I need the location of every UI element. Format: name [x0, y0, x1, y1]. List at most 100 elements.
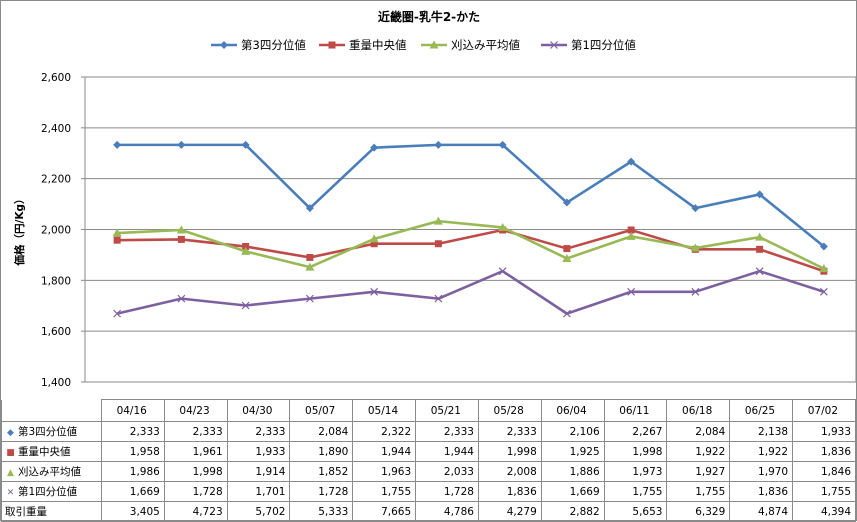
data-label: 1,852: [289, 461, 354, 482]
y-tick-label: 2,600: [41, 72, 71, 84]
data-point: [176, 225, 186, 234]
data-label: 5,702: [226, 501, 291, 522]
data-point: [370, 287, 379, 296]
data-point: [755, 232, 765, 241]
series-line: [116, 269, 825, 315]
data-point: [177, 294, 186, 303]
legend-key-icon: ■: [6, 448, 15, 458]
x-tick-label: 05/28: [477, 399, 542, 422]
data-label: 2,084: [666, 421, 731, 442]
data-point: [113, 236, 121, 244]
data-label: 1,933: [226, 441, 291, 462]
data-point: [627, 157, 636, 166]
data-point: [756, 245, 764, 253]
data-label: 1,886: [540, 461, 605, 482]
data-point: [627, 287, 636, 296]
data-label: 2,033: [415, 461, 479, 482]
row-name: 刈込み平均値: [18, 466, 81, 478]
data-label: 1,755: [666, 481, 731, 502]
legend-label: 刈込み平均値: [451, 38, 520, 52]
data-label: 3,405: [101, 501, 165, 522]
data-label: 1,925: [540, 441, 605, 462]
x-tick-label: 06/18: [666, 399, 731, 422]
legend-item: 刈込み平均値: [421, 38, 520, 52]
data-table: 04/16 04/23 04/30 05/07 05/14 05/21 05/28 06/04…: [1, 399, 856, 522]
data-point: [626, 231, 636, 240]
x-tick-label: 06/04: [540, 399, 605, 422]
data-label: 2,333: [477, 421, 542, 442]
y-axis: 1,400 1,600 1,800 2,000 2,200 2,400 2,600: [41, 72, 85, 389]
table-row: ◆ 第3四分位値 2,333 2,333 2,333 2,084 2,322 2,333 2,3…: [1, 421, 856, 442]
data-label: 1,958: [101, 441, 165, 462]
data-label: 1,986: [101, 461, 165, 482]
row-name: 第3四分位値: [18, 426, 78, 438]
data-point: [369, 234, 379, 243]
series-layer: [112, 140, 829, 318]
data-point: [177, 235, 185, 243]
data-label: 4,394: [792, 501, 856, 522]
legend-key-icon: ◆: [7, 428, 14, 438]
series-line: [117, 228, 825, 273]
data-point: [498, 222, 508, 231]
series-1: [113, 140, 828, 251]
data-point: [177, 140, 186, 149]
table-row: 取引重量 3,405 4,723 5,702 5,333 7,665 4,786 4,279 2…: [1, 501, 856, 522]
data-label: 1,728: [415, 481, 479, 502]
data-label: 2,333: [163, 421, 228, 442]
data-label: 2,106: [540, 421, 605, 442]
legend: 第3四分位値 重量中央値 刈込み平均値 第1四分位値: [211, 38, 636, 52]
data-label: 2,333: [101, 421, 165, 442]
table-row: ✕ 第1四分位値 1,669 1,728 1,701 1,728 1,755 1,728 1,8…: [1, 481, 856, 502]
data-label: 1,944: [352, 441, 417, 462]
data-label: 1,836: [729, 481, 794, 502]
data-label: 1,836: [477, 481, 542, 502]
data-label: 4,723: [163, 501, 228, 522]
data-label: 2,322: [352, 421, 417, 442]
data-point: [819, 287, 828, 296]
data-point: [819, 264, 829, 273]
data-point: [112, 228, 122, 237]
data-point: [433, 216, 443, 225]
data-label: 1,836: [792, 441, 856, 462]
series-line: [117, 219, 825, 270]
y-axis-label: 価格（円/Kg）: [13, 194, 26, 267]
data-point: [498, 267, 507, 276]
data-label: 4,279: [477, 501, 542, 522]
data-point: [562, 309, 571, 318]
data-point: [691, 204, 700, 213]
y-tick-label: 1,600: [41, 326, 71, 338]
table-header-row: 04/16 04/23 04/30 05/07 05/14 05/21 05/28 06/04…: [1, 399, 856, 422]
table-corner: [1, 399, 102, 422]
legend-item: 第1四分位値: [541, 38, 636, 52]
y-tick-label: 1,800: [41, 275, 71, 287]
data-point: [498, 140, 507, 149]
x-tick-label: 05/21: [415, 399, 479, 422]
data-label: 2,138: [729, 421, 794, 442]
data-point: [242, 243, 250, 251]
legend-label: 第3四分位値: [241, 38, 306, 52]
x-tick-label: 04/16: [101, 399, 165, 422]
y-tick-label: 1,400: [41, 377, 71, 389]
data-point: [241, 246, 251, 255]
legend-item: 第3四分位値: [211, 38, 306, 52]
data-label: 1,669: [101, 481, 165, 502]
gridlines: [85, 76, 856, 383]
data-label: 1,890: [289, 441, 354, 462]
x-tick-label: 05/07: [289, 399, 354, 422]
data-label: 1,933: [792, 421, 856, 442]
data-point: [113, 140, 122, 149]
series-4: [113, 267, 828, 318]
data-point: [370, 240, 378, 248]
data-point: [306, 253, 314, 261]
data-point: [113, 309, 122, 318]
line-chart: 近畿圏-乳牛2-かた 第3四分位値 重量中央値 刈込み平均値 第1四分位値 1,400…: [13, 9, 856, 389]
row-name: 取引重量: [5, 506, 47, 518]
y-tick-label: 2,400: [41, 123, 71, 135]
data-label: 1,998: [603, 441, 668, 462]
legend-marker: [220, 41, 228, 49]
legend-marker: [550, 41, 558, 49]
data-label: 5,333: [289, 501, 354, 522]
x-tick-label: 05/14: [352, 399, 417, 422]
data-label: 1,922: [666, 441, 731, 462]
